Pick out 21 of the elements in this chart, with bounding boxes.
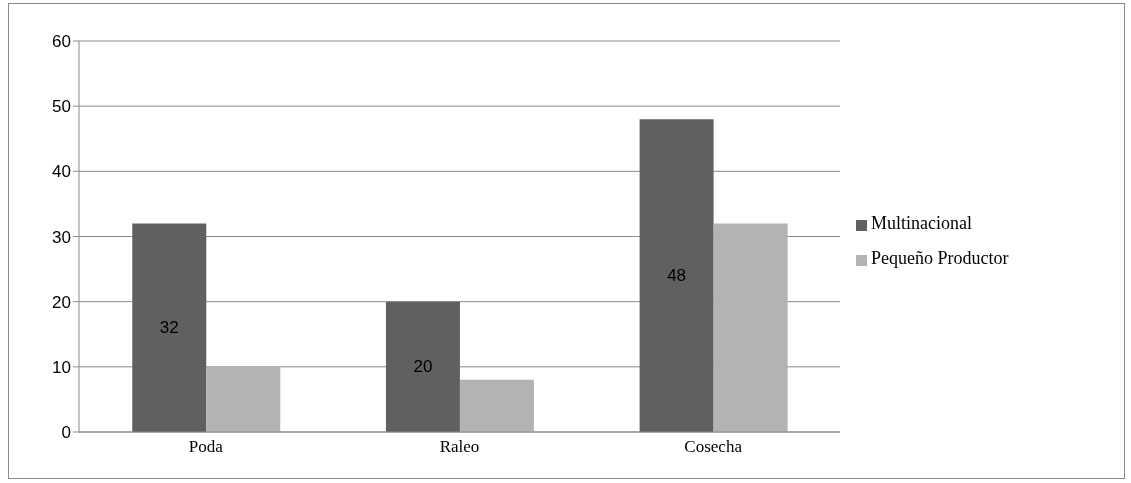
y-tick-label: 50 bbox=[52, 97, 71, 117]
y-tick-label: 30 bbox=[52, 227, 71, 247]
legend-label: Pequeño Productor bbox=[871, 248, 1009, 268]
y-tick-label: 10 bbox=[52, 357, 71, 377]
x-tick-label: Raleo bbox=[439, 437, 480, 457]
x-tick-label: Poda bbox=[188, 437, 224, 457]
data-label: 32 bbox=[159, 317, 179, 337]
y-tick-label: 20 bbox=[52, 292, 71, 312]
bar bbox=[206, 366, 281, 432]
bar bbox=[132, 223, 207, 432]
bar bbox=[459, 379, 534, 432]
bar bbox=[639, 119, 714, 432]
y-tick-label: 0 bbox=[61, 423, 71, 443]
legend-label: Multinacional bbox=[871, 213, 972, 233]
bar bbox=[385, 301, 460, 432]
x-tick-label: Cosecha bbox=[684, 437, 743, 457]
y-tick-label: 60 bbox=[52, 32, 71, 52]
y-tick-label: 40 bbox=[52, 162, 71, 182]
data-label: 20 bbox=[413, 356, 433, 376]
bar bbox=[713, 223, 788, 432]
data-label: 48 bbox=[667, 265, 687, 285]
